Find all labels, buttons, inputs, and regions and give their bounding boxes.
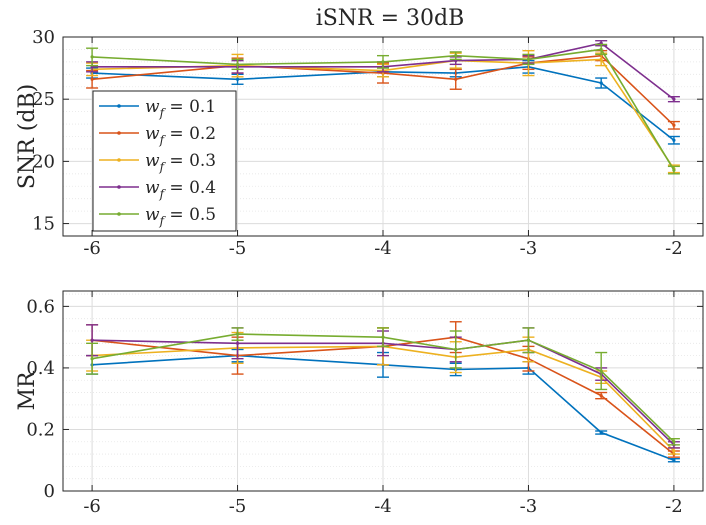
mr-data-point [90,357,94,361]
snr-x-tick-label: -3 [520,238,538,259]
mr-data-point [599,369,603,373]
legend-marker-5 [117,212,121,216]
snr-x-tick-label: -4 [374,238,392,259]
legend-label-4: wf = 0.4 [145,178,216,201]
mr-data-point [381,335,385,339]
mr-data-point [599,394,603,398]
snr-data-point [672,123,676,127]
snr-x-tick-label: -5 [229,238,247,259]
legend-box [92,90,237,232]
snr-data-point [90,55,94,59]
snr-panel: -6 -5 -4 -3 -2 15 20 25 30 SNR (dB) wf = 0.1 wf = 0… [15,27,704,259]
snr-data-point [599,57,603,61]
mr-data-point [599,430,603,435]
snr-y-tick-label: 25 [32,89,55,110]
mr-x-tick-label: -2 [665,496,683,517]
snr-x-tick-label: -2 [665,238,683,259]
mr-x-tick-label: -5 [229,496,247,517]
mr-data-point [454,347,458,352]
legend-label-1: wf = 0.1 [145,97,216,120]
mr-data-point [672,458,676,462]
mr-x-tick-label: -4 [374,496,392,517]
snr-data-point [526,57,531,61]
mr-x-tick-label: -6 [83,496,101,517]
legend-label-2: wf = 0.2 [145,124,216,147]
snr-data-point [235,77,240,81]
snr-data-point [599,81,603,85]
legend-label-3: wf = 0.3 [145,151,216,174]
mr-y-axis-title: MR [15,370,40,411]
mr-data-point [672,449,676,453]
snr-data-point [90,77,94,81]
chart-title: iSNR = 30dB [316,6,465,31]
snr-data-point [454,77,458,81]
legend-label-5: wf = 0.5 [145,205,216,228]
snr-data-point [454,54,458,58]
mr-data-point [235,341,240,345]
mr-x-tick-label: -3 [520,496,538,517]
mr-y-tick-label: 0.6 [26,296,55,317]
mr-y-tick-label: 0.2 [26,419,55,440]
snr-data-point [235,62,240,66]
legend-marker-2 [117,131,121,135]
legend-marker-1 [117,104,121,108]
mr-data-point [90,338,94,342]
snr-data-point [672,97,676,101]
snr-data-point [672,168,676,172]
mr-data-point [235,332,240,336]
mr-panel: -6 -5 -4 -3 -2 0 0.2 0.4 0.6 MR [15,290,704,517]
mr-data-point [526,338,531,342]
snr-data-point [599,47,603,52]
mr-y-tick-label: 0 [44,481,55,502]
snr-y-tick-label: 15 [32,214,55,235]
snr-x-tick-label: -6 [83,238,101,259]
snr-y-tick-label: 20 [32,151,55,172]
mr-data-point [672,440,676,444]
snr-y-tick-label: 30 [32,27,55,48]
snr-data-point [381,60,385,64]
mr-y-tick-label: 0.4 [26,358,55,379]
snr-y-axis-title: SNR (dB) [15,84,40,189]
legend-marker-4 [117,185,121,189]
legend-marker-3 [117,158,121,162]
snr-data-point [672,138,676,142]
